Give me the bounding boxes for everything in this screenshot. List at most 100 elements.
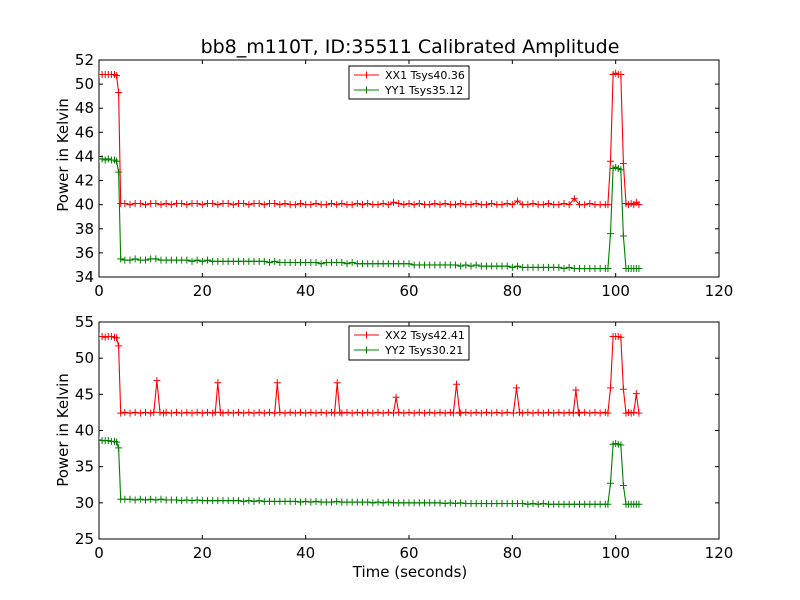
data-point — [607, 384, 614, 392]
data-point — [219, 409, 227, 417]
data-point — [395, 199, 403, 207]
data-point — [574, 408, 582, 416]
data-point — [410, 201, 418, 209]
data-point — [503, 408, 511, 416]
data-point — [467, 262, 475, 270]
y-tick-label: 50 — [75, 349, 94, 367]
data-point — [415, 408, 423, 416]
data-point — [617, 166, 625, 174]
data-point — [99, 436, 103, 444]
legend-marker — [363, 71, 370, 79]
data-point — [245, 497, 253, 505]
y-tick-label: 44 — [75, 147, 94, 165]
data-point — [619, 232, 627, 240]
data-point — [431, 199, 439, 207]
data-point — [312, 497, 320, 505]
data-point — [307, 498, 315, 506]
data-point — [446, 408, 454, 416]
data-point — [604, 409, 612, 417]
data-point — [453, 380, 461, 388]
data-point — [193, 256, 201, 264]
data-point — [441, 409, 449, 417]
data-point — [188, 409, 196, 417]
data-point — [126, 409, 134, 417]
data-point — [338, 409, 346, 417]
data-point — [115, 444, 123, 452]
data-point — [635, 201, 643, 209]
data-point — [271, 409, 279, 417]
data-point — [260, 257, 268, 265]
data-point — [153, 377, 161, 385]
data-point — [229, 409, 237, 417]
y-tick-label: 40 — [75, 422, 94, 440]
data-point — [617, 441, 625, 449]
x-tick-label: 40 — [296, 282, 315, 300]
data-point — [307, 408, 315, 416]
data-point — [539, 409, 547, 417]
legend-box — [348, 325, 470, 361]
data-point — [162, 408, 170, 416]
data-point — [333, 201, 341, 209]
data-point — [374, 201, 382, 209]
data-point — [131, 496, 139, 504]
x-tick-label: 80 — [503, 282, 522, 300]
data-point — [570, 195, 578, 203]
top-panel: 0 20 40 60 80 100 120 34 36 38 40 42 44 46 48 50 52 XX1 T… — [75, 51, 733, 300]
data-point — [550, 409, 558, 417]
data-point — [604, 201, 612, 209]
x-tick-label: 20 — [193, 282, 212, 300]
data-point — [524, 500, 532, 508]
data-point — [152, 496, 160, 504]
data-point — [99, 155, 106, 163]
x-tick-label: 120 — [705, 282, 734, 300]
data-point — [514, 262, 521, 270]
y-tick-label: 45 — [75, 385, 94, 403]
data-point — [297, 408, 304, 416]
data-point — [136, 495, 144, 503]
data-point — [449, 409, 457, 417]
y-tick-label: 52 — [75, 51, 94, 69]
data-point — [617, 333, 625, 341]
y-tick-label: 25 — [75, 530, 94, 548]
data-point — [452, 500, 459, 508]
data-point — [240, 199, 248, 207]
data-point — [635, 409, 643, 417]
data-point — [142, 201, 149, 209]
data-point — [488, 199, 496, 207]
data-point — [619, 385, 627, 393]
data-point — [415, 199, 423, 207]
data-point — [188, 497, 196, 505]
data-point — [410, 409, 418, 417]
data-point — [281, 199, 289, 207]
data-point — [545, 199, 552, 207]
data-point — [260, 201, 268, 209]
data-point — [545, 408, 552, 416]
y-axis-label-1: Power in Kelvin — [54, 98, 72, 212]
data-point — [178, 497, 186, 505]
data-point — [113, 157, 121, 165]
data-point — [572, 386, 580, 394]
data-point — [214, 201, 222, 209]
data-point — [273, 379, 281, 387]
data-point — [297, 498, 304, 506]
legend-label: YY2 Tsys30.21 — [384, 344, 463, 357]
x-tick-label: 40 — [296, 544, 315, 562]
data-point — [619, 160, 627, 168]
data-point — [104, 437, 112, 445]
data-point — [364, 498, 372, 506]
series-1 — [99, 69, 643, 209]
data-point — [255, 408, 263, 416]
data-point — [183, 408, 191, 416]
data-point — [343, 260, 351, 268]
data-point — [126, 256, 134, 264]
data-point — [333, 379, 341, 387]
y-tick-label: 35 — [75, 458, 94, 476]
data-point — [113, 334, 121, 342]
x-tick-label: 20 — [193, 544, 212, 562]
data-point — [183, 256, 191, 264]
legend-marker — [363, 346, 370, 354]
data-point — [617, 70, 625, 78]
data-point — [307, 201, 315, 209]
data-point — [369, 499, 377, 507]
data-point — [524, 201, 532, 209]
